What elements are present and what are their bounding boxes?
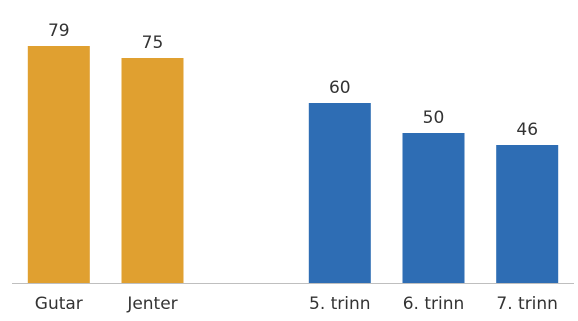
category-tick-label: Jenter (126, 294, 177, 314)
category-tick-label: Gutar (35, 294, 83, 314)
data-label: 60 (329, 78, 351, 98)
data-label: 50 (423, 108, 445, 128)
bar-6-trinn (402, 133, 465, 283)
data-label: 79 (48, 21, 70, 41)
category-tick-label: 6. trinn (403, 294, 465, 314)
category-tick-label: 5. trinn (309, 294, 371, 314)
category-tick-label: 7. trinn (496, 294, 558, 314)
data-label: 75 (142, 33, 164, 53)
bar-5-trinn (308, 103, 371, 283)
bar-jenter (121, 58, 184, 283)
data-label: 46 (516, 120, 538, 140)
bar-gutar (27, 46, 90, 283)
bar-7-trinn (496, 145, 559, 283)
